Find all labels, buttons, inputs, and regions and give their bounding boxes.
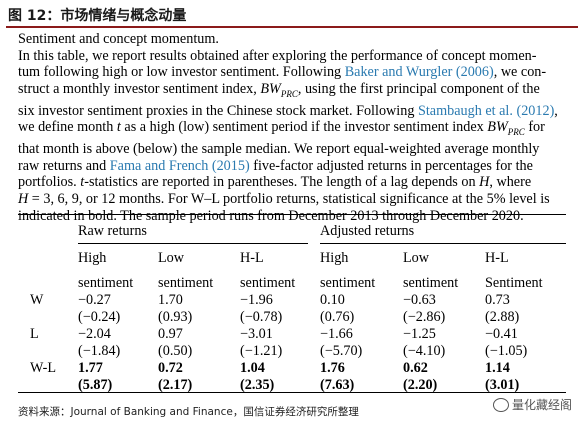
- caption-line: portfolios. t-statistics are reported in…: [18, 174, 532, 191]
- column-header: Low: [403, 250, 430, 266]
- group-header: Raw returns: [78, 223, 147, 239]
- caption-line: indicated in bold. The sample period run…: [18, 207, 524, 224]
- group-header: Adjusted returns: [320, 223, 415, 239]
- caption-line: tum following high or low investor senti…: [18, 64, 547, 81]
- table-cell-tstat: (−1.84): [78, 343, 121, 359]
- caption-line: six investor sentiment proxies in the Ch…: [18, 102, 558, 119]
- table-cell-tstat: (0.93): [158, 309, 193, 325]
- table-cell-value: −3.01: [240, 326, 273, 342]
- table-cell-tstat: (−1.21): [240, 343, 283, 359]
- table-cell-value: −0.63: [403, 292, 436, 308]
- table-cell-tstat: (−2.86): [403, 309, 446, 325]
- caption-title: Sentiment and concept momentum.: [18, 31, 219, 47]
- column-header: Low: [158, 250, 185, 266]
- table-cell-tstat: (7.63): [320, 377, 355, 393]
- column-header: High: [320, 250, 349, 266]
- column-header: H-L: [240, 250, 264, 266]
- table-cell-tstat: (0.50): [158, 343, 193, 359]
- watermark: 量化藏经阁: [492, 396, 572, 413]
- table-cell-tstat: (2.17): [158, 377, 193, 393]
- caption-line: that month is above (below) the sample m…: [18, 140, 540, 157]
- table-cell-tstat: (0.76): [320, 309, 355, 325]
- table-cell-value: 1.14: [485, 360, 510, 376]
- table-cell-value: 1.70: [158, 292, 183, 308]
- figure-title: 图 12：市场情绪与概念动量: [8, 8, 187, 24]
- citation-link[interactable]: Fama and French (2015): [109, 157, 250, 174]
- table-cell-tstat: (−1.05): [485, 343, 528, 359]
- citation-link[interactable]: Stambaugh et al. (2012): [417, 102, 555, 119]
- row-label: W-L: [30, 360, 56, 376]
- table-cell-value: −0.41: [485, 326, 518, 342]
- column-subheader: sentiment: [320, 275, 376, 291]
- group-rule-raw: [78, 243, 308, 244]
- row-label: W: [30, 292, 44, 308]
- caption-line: raw returns and Fama and French (2015) f…: [18, 157, 533, 174]
- table-cell-value: 0.97: [158, 326, 183, 342]
- table-cell-value: 1.76: [320, 360, 345, 376]
- table-cell-value: −1.25: [403, 326, 436, 342]
- table-cell-tstat: (2.35): [240, 377, 275, 393]
- caption-line: H = 3, 6, 9, or 12 months. For W–L portf…: [18, 190, 550, 207]
- table-cell-tstat: (3.01): [485, 377, 520, 393]
- table-cell-value: 0.72: [158, 360, 183, 376]
- table-bottom-rule: [18, 392, 566, 393]
- table-cell-tstat: (2.20): [403, 377, 438, 393]
- source-note: 资料来源：Journal of Banking and Finance，国信证券…: [18, 406, 359, 418]
- table-cell-tstat: (2.88): [485, 309, 520, 325]
- wechat-icon: [492, 397, 509, 412]
- table-cell-value: −1.66: [320, 326, 353, 342]
- table-cell-tstat: (−4.10): [403, 343, 446, 359]
- table-cell-value: 0.73: [485, 292, 510, 308]
- group-rule-adjusted: [320, 243, 566, 244]
- table-cell-value: −1.96: [240, 292, 273, 308]
- table-cell-value: 1.77: [78, 360, 103, 376]
- table-cell-value: 0.62: [403, 360, 428, 376]
- column-subheader: Sentiment: [485, 275, 543, 291]
- table-cell-tstat: (−0.78): [240, 309, 283, 325]
- column-header: High: [78, 250, 107, 266]
- table-cell-value: 1.04: [240, 360, 265, 376]
- column-subheader: sentiment: [158, 275, 214, 291]
- column-subheader: sentiment: [403, 275, 459, 291]
- column-header: H-L: [485, 250, 509, 266]
- table-cell-value: −2.04: [78, 326, 111, 342]
- column-subheader: sentiment: [78, 275, 134, 291]
- row-label: L: [30, 326, 39, 342]
- column-subheader: sentiment: [240, 275, 296, 291]
- table-top-rule: [18, 214, 566, 215]
- figure-header: 图 12：市场情绪与概念动量: [6, 4, 578, 28]
- caption-line: In this table, we report results obtaine…: [18, 47, 537, 64]
- table-cell-tstat: (−0.24): [78, 309, 121, 325]
- caption-line: struct a monthly investor sentiment inde…: [18, 81, 540, 99]
- table-cell-tstat: (5.87): [78, 377, 113, 393]
- table-cell-tstat: (−5.70): [320, 343, 363, 359]
- caption-line: we define month t as a high (low) sentim…: [18, 119, 545, 138]
- table-cell-value: 0.10: [320, 292, 345, 308]
- table-caption: Sentiment and concept momentum. In this …: [18, 31, 566, 224]
- citation-link[interactable]: Baker and Wurgler (2006): [344, 64, 494, 81]
- watermark-text: 量化藏经阁: [511, 398, 572, 412]
- table-cell-value: −0.27: [78, 292, 111, 308]
